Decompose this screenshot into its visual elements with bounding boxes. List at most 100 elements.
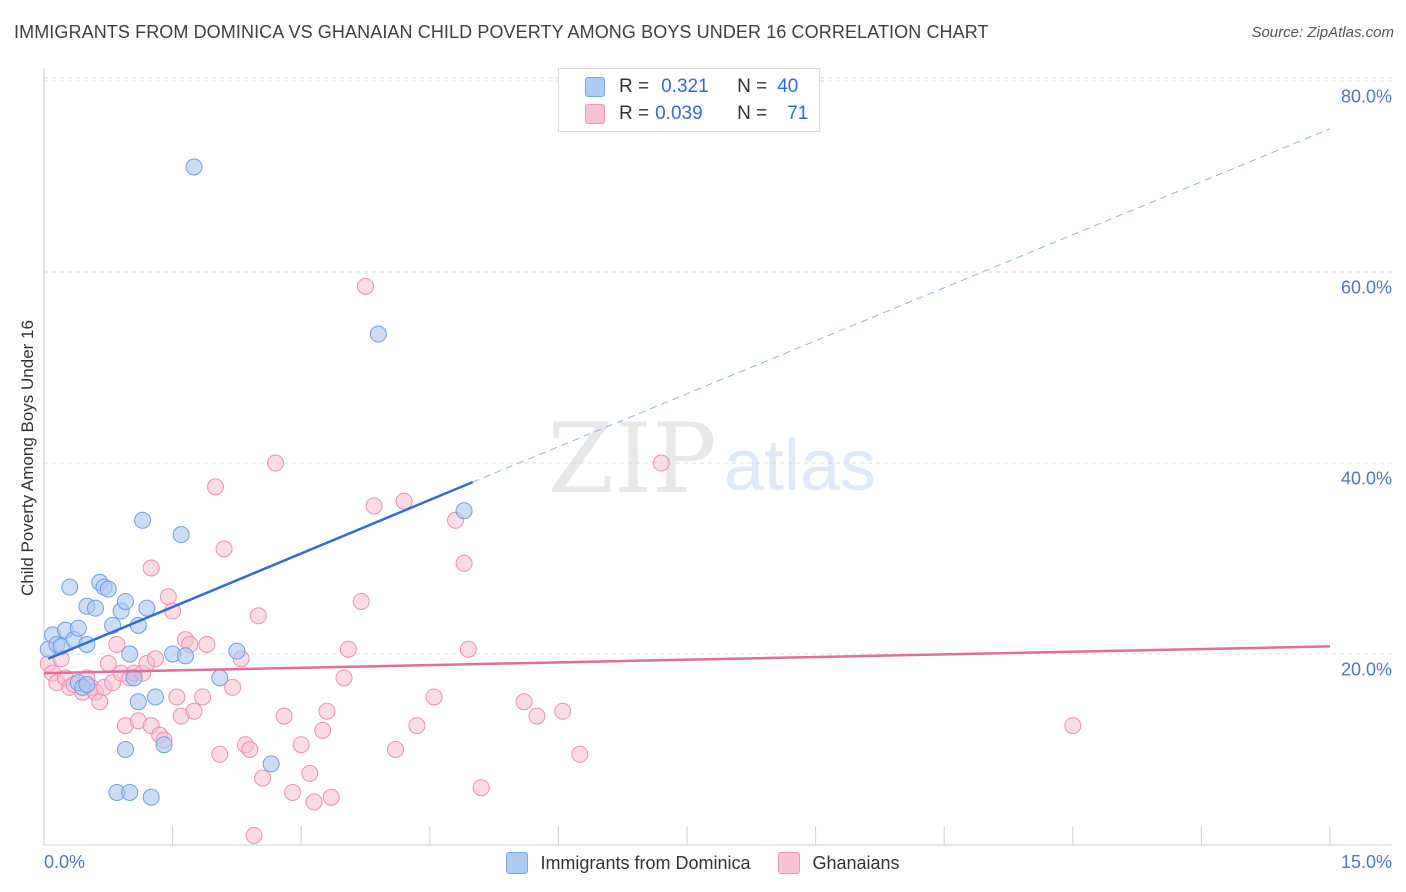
ghanaians-point: [146, 650, 164, 668]
dominica-point: [61, 578, 79, 596]
ghanaians-point: [91, 693, 109, 711]
ghanaians-point: [245, 826, 263, 844]
legend-r-value: 0.321: [661, 76, 709, 97]
dominica-point: [134, 511, 152, 529]
dominica-point: [185, 158, 203, 176]
dominica-point: [369, 325, 387, 343]
ghanaians-point: [215, 540, 233, 558]
dominica-point: [138, 599, 156, 617]
ghanaians-point: [241, 741, 259, 758]
ghanaians-point: [322, 788, 340, 806]
ghanaians-point: [305, 793, 323, 811]
series-legend: Immigrants from Dominica Ghanaians: [0, 852, 1406, 874]
ghanaians-point: [352, 592, 370, 610]
ghanaians-point: [515, 693, 533, 711]
ghanaians-point: [365, 497, 383, 515]
dominica-point: [125, 669, 143, 687]
dominica-point: [142, 788, 160, 806]
ghanaians-point: [108, 635, 126, 653]
correlation-legend: R = 0.321 N = 40 R = 0.039 N = 71: [558, 68, 820, 132]
ghanaians-point: [395, 492, 413, 510]
dominica-point: [172, 526, 190, 544]
ghanaians-point: [335, 669, 353, 687]
ghanaians-point: [275, 707, 293, 725]
ghanaians-point: [425, 688, 443, 706]
legend-n-value: 40: [777, 76, 799, 97]
ghanaians-point: [339, 640, 357, 658]
legend-n-value: 71: [787, 103, 809, 124]
trend-lines: [43, 128, 1331, 675]
dominica-point: [116, 741, 134, 758]
ghanaians-point: [206, 478, 224, 496]
dominica-point: [116, 592, 134, 610]
ghanaians-point: [185, 702, 203, 720]
y-tick-label: 40.0%: [1340, 468, 1392, 489]
ghanaians-point: [455, 554, 473, 572]
y-axis-label: Child Poverty Among Boys Under 16: [18, 320, 37, 596]
dominica-trend-line: [47, 480, 474, 660]
x-tick-label-min: 0.0%: [44, 852, 86, 872]
ghanaians-points: [39, 277, 1082, 844]
legend-swatch-blue: [585, 77, 605, 97]
gridlines: [44, 77, 1392, 655]
x-tick-label-max: 15.0%: [1340, 852, 1392, 872]
source-note: Source: ZipAtlas.com: [1251, 24, 1394, 41]
ghanaians-point: [528, 707, 546, 725]
dominica-points: [39, 158, 473, 806]
legend-n-label: N =: [737, 103, 768, 124]
legend-swatch-pink: [585, 104, 605, 124]
axes: [43, 68, 1392, 846]
dominica-point: [155, 736, 173, 754]
dominica-point: [129, 693, 147, 711]
ghanaians-point: [194, 688, 212, 706]
chart-title: IMMIGRANTS FROM DOMINICA VS GHANAIAN CHI…: [14, 22, 989, 42]
dominica-point: [78, 676, 96, 694]
ghanaians-point: [142, 559, 160, 577]
legend-r-label: R =: [619, 103, 650, 124]
legend-r-value: 0.039: [655, 103, 703, 124]
ghanaians-point: [292, 736, 310, 754]
dominica-point: [176, 647, 194, 665]
series-swatch-pink: [778, 852, 801, 874]
series-swatch-blue: [506, 852, 529, 874]
ghanaians-trend-line: [43, 645, 1331, 675]
ghanaians-point: [198, 635, 216, 653]
ghanaians-point: [472, 779, 490, 797]
ghanaians-point: [266, 454, 284, 472]
y-tick-label: 60.0%: [1340, 277, 1392, 298]
dominica-point: [69, 619, 87, 637]
dominica-point: [228, 642, 246, 660]
dominica-point: [121, 783, 139, 801]
ghanaians-point: [211, 745, 229, 763]
watermark: ZIP atlas: [547, 403, 876, 515]
ghanaians-point: [224, 678, 242, 696]
ghanaians-point: [318, 702, 336, 720]
ghanaians-point: [254, 769, 272, 787]
ghanaians-point: [652, 454, 670, 472]
ghanaians-point: [249, 607, 267, 625]
dominica-point: [211, 669, 229, 687]
ghanaians-point: [284, 783, 302, 801]
dominica-point: [455, 502, 473, 520]
dominica-point: [86, 599, 104, 617]
ghanaians-point: [314, 721, 332, 739]
watermark-zip: ZIP: [547, 403, 716, 515]
y-tick-label: 20.0%: [1340, 659, 1392, 680]
ghanaians-point: [408, 717, 426, 735]
ghanaians-point: [387, 741, 405, 758]
ghanaians-point: [554, 702, 572, 720]
y-tick-label: 80.0%: [1340, 86, 1392, 107]
series-legend-ghanaians: Ghanaians: [778, 852, 900, 874]
ghanaians-point: [301, 764, 319, 782]
ghanaians-point: [168, 688, 186, 706]
legend-n-label: N =: [737, 76, 768, 97]
ghanaians-point: [459, 640, 477, 658]
series-label-dominica: Immigrants from Dominica: [540, 852, 751, 873]
ghanaians-point: [357, 277, 374, 295]
dominica-point: [146, 688, 164, 706]
series-legend-dominica: Immigrants from Dominica: [506, 852, 750, 874]
legend-row-dominica: R = 0.321 N = 40: [585, 74, 798, 100]
legend-row-ghanaians: R = 0.039 N = 71: [585, 101, 808, 127]
dominica-point: [99, 580, 117, 598]
watermark-atlas: atlas: [724, 426, 876, 506]
